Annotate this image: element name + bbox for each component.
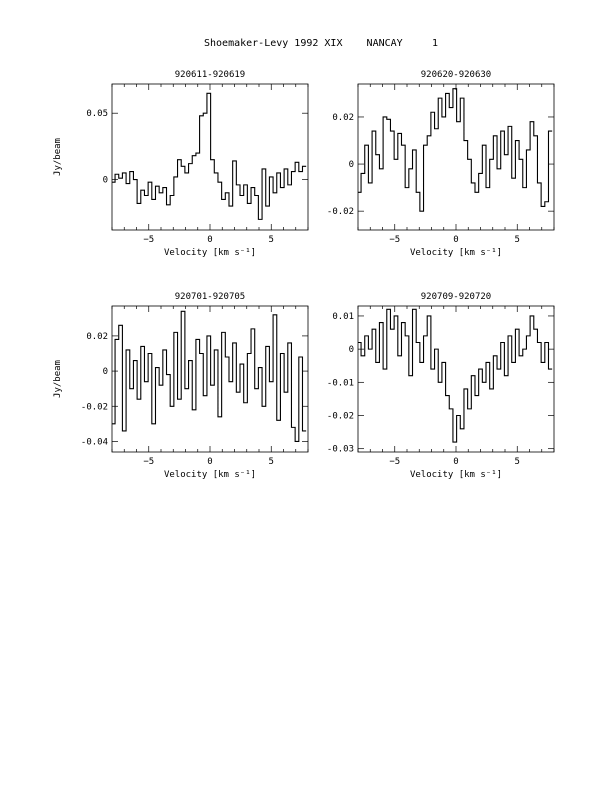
y-tick-label: 0.02 <box>332 113 354 123</box>
y-tick-label: 0.01 <box>332 312 354 322</box>
y-tick-label: -0.03 <box>327 445 354 455</box>
y-axis-label: Jy/beam <box>53 138 63 176</box>
x-tick-label: 5 <box>515 235 520 245</box>
x-tick-label: 5 <box>269 457 274 467</box>
y-tick-label: 0.02 <box>86 332 108 342</box>
plot-frame <box>111 305 309 453</box>
y-tick-label: 0 <box>103 367 108 377</box>
spectrum-line <box>112 92 307 220</box>
page-number: 1 <box>432 38 439 49</box>
chart-panel-2: 920620-920630 −5 0 5 -0.02 0 0.02 Velocity [km … <box>327 70 555 258</box>
x-axis-label: Velocity [km s⁻¹] <box>164 248 256 258</box>
y-tick-label: -0.02 <box>81 402 108 412</box>
x-axis-label: Velocity [km s⁻¹] <box>410 470 502 480</box>
y-axis-label: Jy/beam <box>53 360 63 398</box>
header-title: Shoemaker-Levy 1992 XIX NANCAY <box>204 38 403 49</box>
x-axis-label: Velocity [km s⁻¹] <box>410 248 502 258</box>
y-tick-label: -0.04 <box>81 437 108 447</box>
panel-title: 920611-920619 <box>175 70 245 80</box>
chart-panel-3: 920701-920705 −5 0 5 -0.04 -0.02 0 0.02 Velocity… <box>53 292 309 480</box>
x-tick-label: −5 <box>143 457 154 467</box>
panel-title: 920620-920630 <box>421 70 491 80</box>
panel-title: 920709-920720 <box>421 292 491 302</box>
y-tick-label: 0 <box>349 160 354 170</box>
chart-panel-4: 920709-920720 −5 0 5 -0.03 -0.02 -0.01 0 0.01 Vel… <box>327 292 555 480</box>
y-tick-label: 0 <box>103 176 108 186</box>
y-tick-label: 0 <box>349 345 354 355</box>
plot-frame <box>111 83 309 231</box>
spectrum-line <box>358 308 553 443</box>
y-tick-label: -0.02 <box>327 412 354 422</box>
x-tick-label: −5 <box>389 235 400 245</box>
y-tick-label: 0.05 <box>86 109 108 119</box>
x-tick-label: −5 <box>389 457 400 467</box>
panel-title: 920701-920705 <box>175 292 245 302</box>
x-axis-label: Velocity [km s⁻¹] <box>164 470 256 480</box>
x-tick-label: 0 <box>453 235 458 245</box>
x-tick-label: −5 <box>143 235 154 245</box>
plot-frame <box>357 83 555 231</box>
plot-frame <box>357 305 555 453</box>
x-tick-label: 0 <box>207 235 212 245</box>
y-tick-label: -0.01 <box>327 378 354 388</box>
spectrum-line <box>112 310 307 442</box>
x-tick-label: 0 <box>207 457 212 467</box>
x-tick-label: 5 <box>269 235 274 245</box>
x-tick-label: 0 <box>453 457 458 467</box>
chart-panel-1: 920611-920619 −5 0 5 0 0.05 Velocity [km s⁻¹] J… <box>53 70 309 258</box>
x-tick-label: 5 <box>515 457 520 467</box>
y-tick-label: -0.02 <box>327 207 354 217</box>
spectrum-line <box>358 88 553 212</box>
